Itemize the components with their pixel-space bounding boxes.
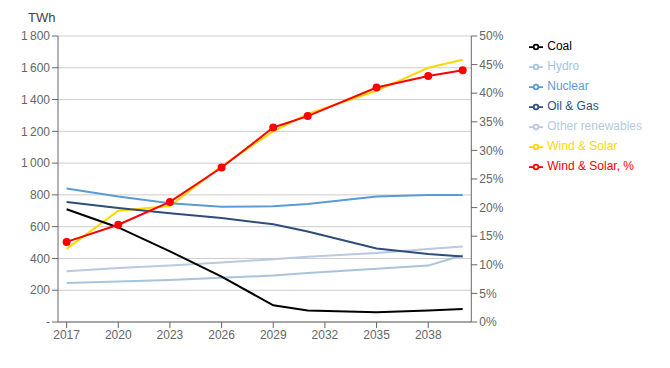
svg-text:15%: 15% (479, 229, 503, 243)
svg-text:5%: 5% (479, 287, 497, 301)
svg-text:1 600: 1 600 (21, 61, 50, 75)
svg-text:1 200: 1 200 (21, 125, 50, 139)
svg-text:1 800: 1 800 (21, 29, 50, 43)
svg-text:40%: 40% (479, 86, 503, 100)
svg-text:45%: 45% (479, 58, 503, 72)
svg-text:20%: 20% (479, 201, 503, 215)
html-text:Other renewables: Other renewables (547, 119, 642, 133)
html-text:Nuclear: Nuclear (547, 79, 589, 93)
svg-text:30%: 30% (479, 144, 503, 158)
svg-text:-: - (46, 315, 50, 329)
html-text:Hydro: Hydro (547, 59, 580, 73)
svg-text:50%: 50% (479, 29, 503, 43)
svg-text:2026: 2026 (208, 328, 235, 342)
svg-text:2038: 2038 (415, 328, 442, 342)
svg-text:35%: 35% (479, 115, 503, 129)
html-text:TWh: TWh (28, 10, 56, 25)
svg-text:200: 200 (30, 283, 50, 297)
svg-text:10%: 10% (479, 258, 503, 272)
html-text:Wind & Solar, %: Wind & Solar, % (547, 159, 634, 173)
svg-text:1 400: 1 400 (21, 93, 50, 107)
svg-text:0%: 0% (479, 315, 497, 329)
svg-text:2017: 2017 (53, 328, 80, 342)
svg-text:2020: 2020 (105, 328, 132, 342)
svg-text:2032: 2032 (312, 328, 339, 342)
html-text:Coal: Coal (547, 39, 572, 53)
svg-text:2023: 2023 (157, 328, 184, 342)
svg-text:2035: 2035 (363, 328, 390, 342)
svg-text:800: 800 (30, 188, 50, 202)
html-text:Oil & Gas: Oil & Gas (547, 99, 599, 113)
html-text:Wind & Solar: Wind & Solar (547, 139, 618, 153)
svg-text:1 000: 1 000 (21, 156, 50, 170)
svg-text:2029: 2029 (260, 328, 287, 342)
svg-text:25%: 25% (479, 172, 503, 186)
svg-text:600: 600 (30, 220, 50, 234)
svg-text:400: 400 (30, 252, 50, 266)
